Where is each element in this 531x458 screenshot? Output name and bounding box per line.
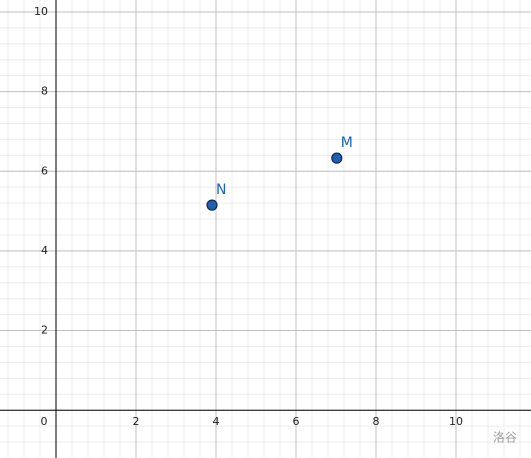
x-tick-label: 2 xyxy=(133,415,140,428)
x-tick-label: 0 xyxy=(41,415,48,428)
y-tick-label: 10 xyxy=(34,5,48,18)
watermark: 洛谷 xyxy=(493,430,517,445)
point-label: N xyxy=(216,182,226,198)
x-tick-label: 10 xyxy=(449,415,463,428)
x-tick-label: 4 xyxy=(213,415,220,428)
point-label: M xyxy=(341,135,353,151)
y-tick-label: 8 xyxy=(41,85,48,98)
x-tick-label: 6 xyxy=(293,415,300,428)
y-tick-label: 2 xyxy=(41,324,48,337)
point xyxy=(331,152,343,164)
point xyxy=(206,199,218,211)
y-tick-label: 6 xyxy=(41,164,48,177)
x-tick-label: 8 xyxy=(373,415,380,428)
y-tick-label: 4 xyxy=(41,244,48,257)
